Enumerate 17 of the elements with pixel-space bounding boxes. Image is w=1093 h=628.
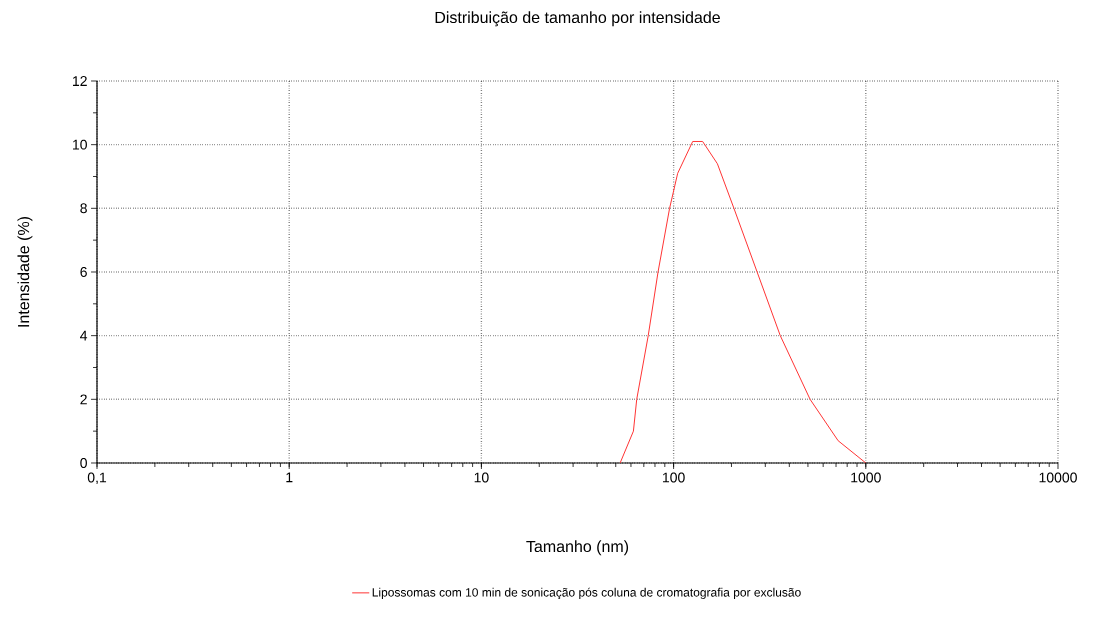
x-tick-label: 100 xyxy=(662,472,685,483)
x-tick-label: 1000 xyxy=(851,472,881,483)
y-tick-label: 12 xyxy=(73,76,87,86)
x-axis-title: Tamanho (nm) xyxy=(526,540,629,556)
x-tick-label: 1 xyxy=(286,472,293,483)
y-tick-label: 10 xyxy=(73,139,87,150)
y-tick-label: 8 xyxy=(80,203,87,214)
legend-label: Lipossomas com 10 min de sonicação pós coluna de cromatografia por exclusão xyxy=(372,587,801,600)
x-tick-label: 0,1 xyxy=(87,472,107,485)
x-tick-label: 10000 xyxy=(1039,472,1077,483)
x-tick-label: 10 xyxy=(474,472,489,483)
y-tick-label: 6 xyxy=(80,267,87,277)
y-axis-title: Intensidade (%) xyxy=(17,216,33,327)
y-tick-label: 2 xyxy=(80,394,87,405)
y-tick-label: 4 xyxy=(80,330,88,341)
chart-title: Distribuição de tamanho por intensidade xyxy=(435,11,720,27)
y-tick-label: 0 xyxy=(80,458,87,468)
